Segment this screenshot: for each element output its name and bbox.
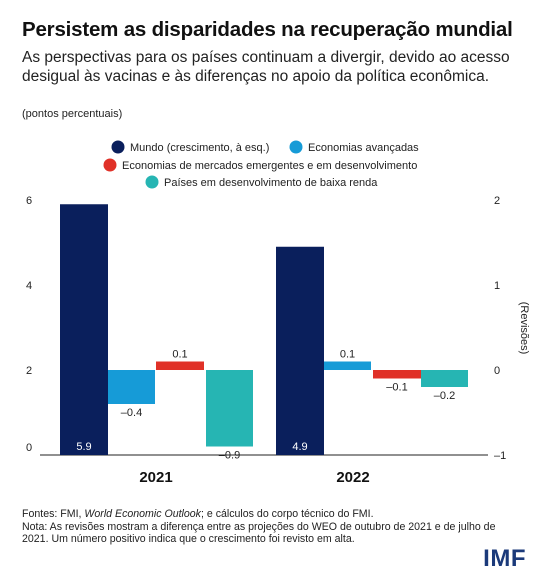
bar-3-2021 xyxy=(156,361,204,370)
imf-logo: IMF xyxy=(483,545,526,572)
units-label: (pontos percentuais) xyxy=(22,108,123,120)
legend-label-2: Economias avançadas xyxy=(308,142,419,154)
axes: 0 2 4 6 –1 0 1 2 (Revisões) 2021 2022 xyxy=(26,195,530,486)
data-label-3-2022: –0.1 xyxy=(386,382,407,394)
note-line: Nota: As revisões mostram a diferença en… xyxy=(22,520,496,546)
legend-swatch-1 xyxy=(111,140,125,154)
data-label-4-2022: –0.2 xyxy=(434,390,455,402)
category-label-2021: 2021 xyxy=(139,469,172,486)
right-tick-label: –1 xyxy=(494,450,506,462)
bar-chart: Mundo (crescimento, à esq.) Economias ava… xyxy=(26,140,530,486)
chart-subtitle: As perspectivas para os países continuam… xyxy=(22,49,510,85)
right-tick-label: 2 xyxy=(494,195,500,207)
bar-4-2022 xyxy=(421,370,468,387)
bar-4-2021 xyxy=(206,370,253,447)
legend-swatch-2 xyxy=(289,140,303,154)
data-label-4-2021: –0.9 xyxy=(219,450,240,462)
left-tick-label: 2 xyxy=(26,365,32,377)
left-tick-label: 4 xyxy=(26,280,32,292)
right-axis-label: (Revisões) xyxy=(518,302,530,355)
sources-prefix: Fontes: FMI, xyxy=(22,508,85,520)
bar-2-2021 xyxy=(108,370,155,404)
data-label-1-2021: 5.9 xyxy=(76,441,91,453)
sources-suffix: ; e cálculos do corpo técnico do FMI. xyxy=(200,508,374,520)
left-tick-label: 6 xyxy=(26,195,32,207)
sources-publication: World Economic Outlook xyxy=(84,508,201,520)
left-tick-label: 0 xyxy=(26,442,32,454)
legend-label-3: Economias de mercados emergentes e em de… xyxy=(122,160,417,172)
right-tick-label: 1 xyxy=(494,280,500,292)
legend-label-1: Mundo (crescimento, à esq.) xyxy=(130,142,269,154)
data-label-3-2021: 0.1 xyxy=(172,349,187,361)
legend-label-4: Países em desenvolvimento de baixa renda xyxy=(164,177,378,189)
bar-3-2022 xyxy=(373,370,421,379)
data-label-2-2021: –0.4 xyxy=(121,407,142,419)
right-tick-label: 0 xyxy=(494,365,500,377)
data-labels: 5.9 4.9 –0.4 0.1 0.1 –0.1 –0.9 –0.2 xyxy=(76,349,455,462)
bar-1-2022 xyxy=(276,246,324,455)
bars xyxy=(60,204,468,455)
legend-swatch-4 xyxy=(145,175,159,189)
bar-1-2021 xyxy=(60,204,108,455)
sources-line: Fontes: FMI, World Economic Outlook; e c… xyxy=(22,508,522,521)
chart-title: Persistem as disparidades na recuperação… xyxy=(22,18,513,41)
data-label-2-2022: 0.1 xyxy=(340,349,355,361)
data-label-1-2022: 4.9 xyxy=(292,441,307,453)
footer: Fontes: FMI, World Economic Outlook; e c… xyxy=(22,508,522,546)
legend: Mundo (crescimento, à esq.) Economias ava… xyxy=(103,140,419,189)
bar-2-2022 xyxy=(324,361,371,370)
category-label-2022: 2022 xyxy=(336,469,369,486)
legend-swatch-3 xyxy=(103,158,117,172)
